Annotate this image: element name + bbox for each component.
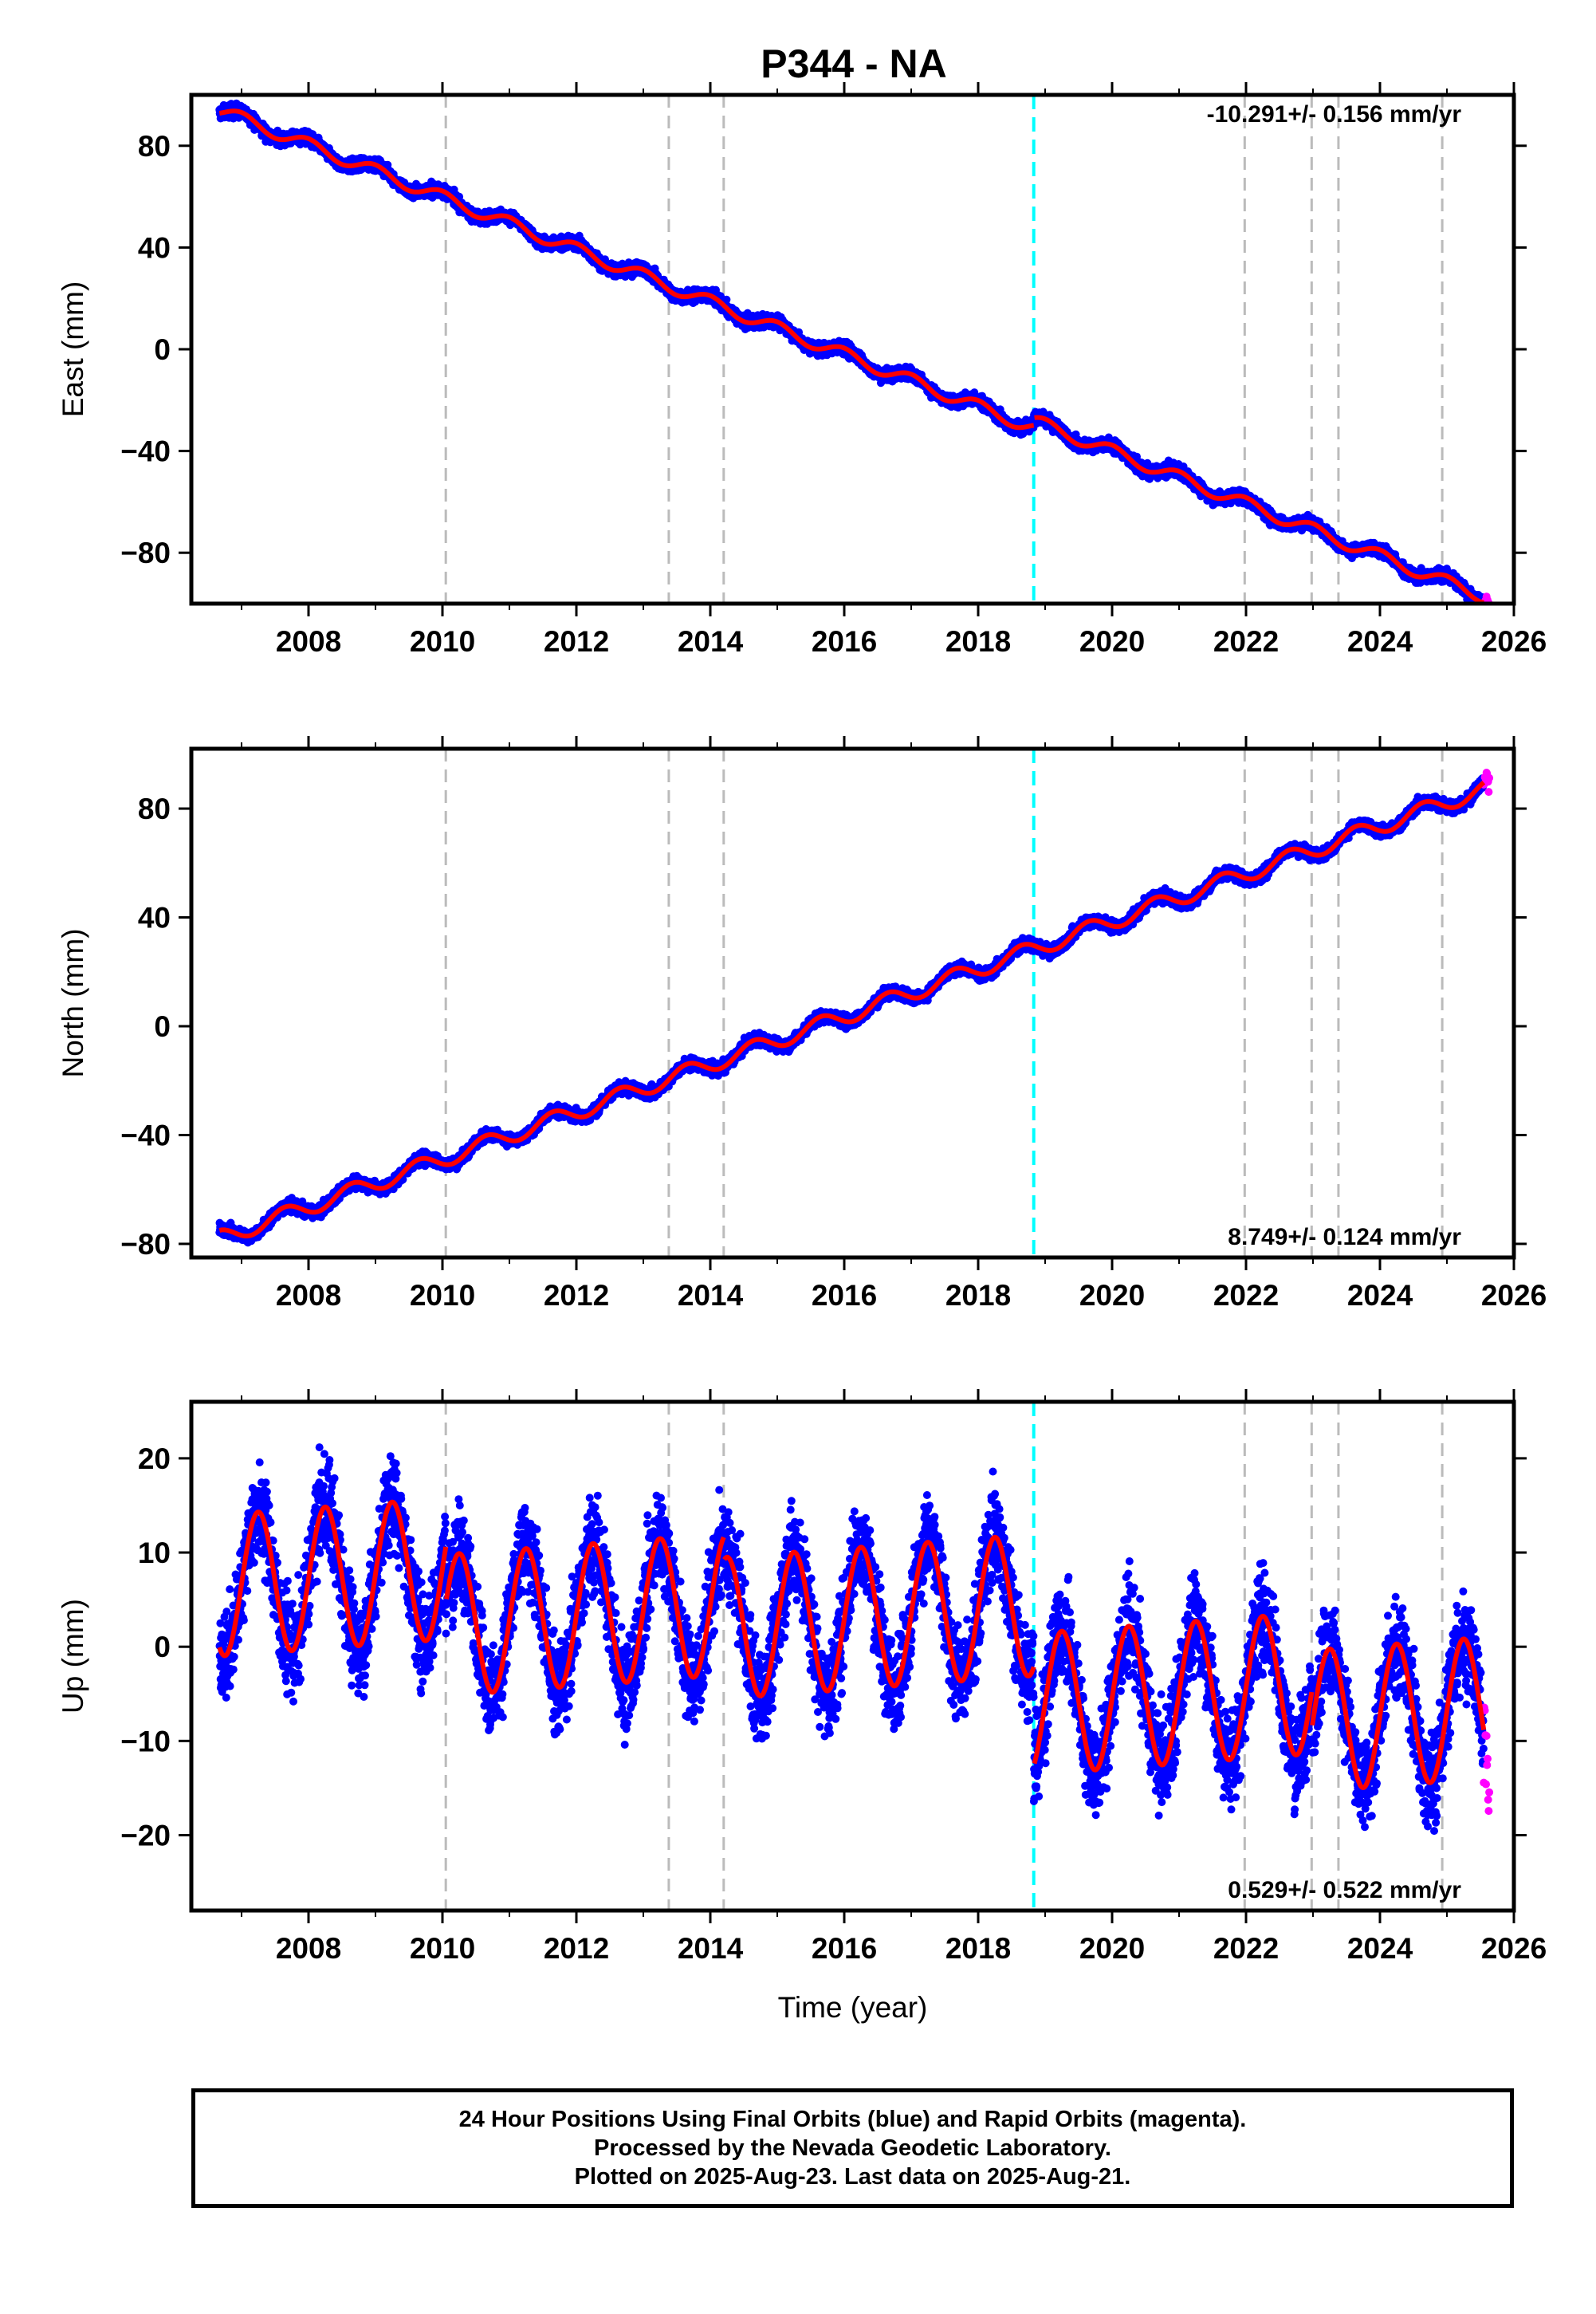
figure-title: P344 - NA xyxy=(761,41,946,86)
panel-east: 2008 2010 2012 2014 2016 2018 2020 2022 2024 2026… xyxy=(57,82,1547,658)
panels-group: 2008 2010 2012 2014 2016 2018 2020 2022 2024 2026… xyxy=(57,82,1547,2024)
